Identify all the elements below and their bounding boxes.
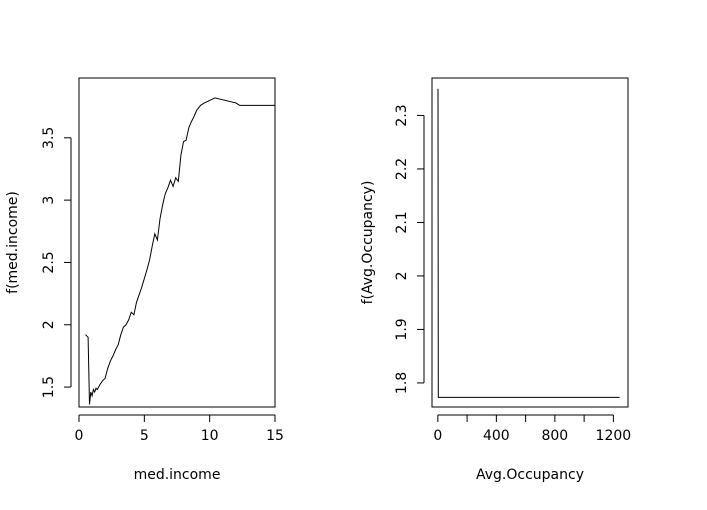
series-line [85, 97, 275, 405]
x-tick-label: 0 [75, 428, 84, 444]
x-tick-label: 400 [483, 428, 510, 444]
x-tick-label: 800 [541, 428, 568, 444]
panel-med-income: 0 5 10 15 1.5 2 2.5 3 3.5 med.income f(med.income) [5, 77, 284, 483]
y-axis-title: f(med.income) [5, 191, 21, 294]
y-tick-label: 1.8 [394, 372, 410, 394]
y-tick-label: 2 [394, 271, 410, 280]
y-tick-label: 2.1 [394, 211, 410, 233]
x-tick-label: 0 [433, 428, 442, 444]
y-tick-label: 3 [41, 196, 57, 205]
y-tick-label: 1.9 [394, 318, 410, 340]
y-tick-label: 2.5 [41, 251, 57, 273]
panel-avg-occupancy: 0 400 800 1200 1.8 1.9 2 2.1 2.2 2.3 Avg.Occupancy… [360, 77, 632, 483]
y-tick-label: 2.2 [394, 158, 410, 180]
y-tick-label: 2.3 [394, 104, 410, 126]
x-tick-label: 15 [266, 428, 284, 444]
x-tick-label: 5 [140, 428, 149, 444]
y-tick-label: 1.5 [41, 376, 57, 398]
plot-frame [78, 77, 276, 408]
x-tick-label: 10 [201, 428, 219, 444]
x-axis-title: med.income [134, 467, 221, 483]
x-axis-title: Avg.Occupancy [476, 467, 584, 483]
plot-frame [431, 77, 629, 408]
y-tick-label: 3.5 [41, 127, 57, 149]
y-axis-title: f(Avg.Occupancy) [360, 181, 376, 305]
x-tick-label: 1200 [596, 428, 632, 444]
series-line [437, 88, 620, 398]
y-tick-label: 2 [41, 320, 57, 329]
